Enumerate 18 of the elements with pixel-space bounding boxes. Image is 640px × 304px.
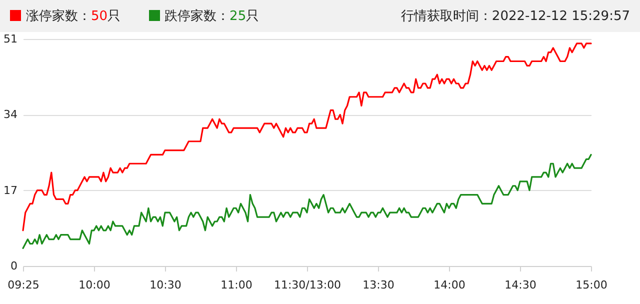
x-tick-label: 11:30/13:00 [274, 278, 342, 292]
x-tick-label: 11:00 [220, 278, 252, 292]
x-tick-label: 14:00 [434, 278, 466, 292]
legend-label: 涨停家数：50只 [26, 9, 121, 24]
text: 行情获取时间：2022-12-12 15:29:57 [400, 8, 630, 25]
line-series [22, 42, 592, 232]
x-tick-label: 09:25 [8, 278, 40, 292]
line-series [22, 154, 592, 249]
y-tick-label: 0 [10, 260, 18, 272]
y-tick-label: 17 [4, 184, 18, 197]
legend-label: 跌停家数：25只 [164, 9, 260, 24]
x-tick-label: 10:30 [150, 278, 182, 292]
x-tick-label: 14:30 [504, 278, 536, 292]
y-tick-label: 51 [4, 32, 18, 46]
x-tick-label: 10:00 [78, 278, 110, 292]
x-tick-label: 15:00 [576, 278, 608, 292]
y-tick-label: 34 [4, 108, 18, 122]
x-tick-label: 13:30 [362, 278, 394, 292]
